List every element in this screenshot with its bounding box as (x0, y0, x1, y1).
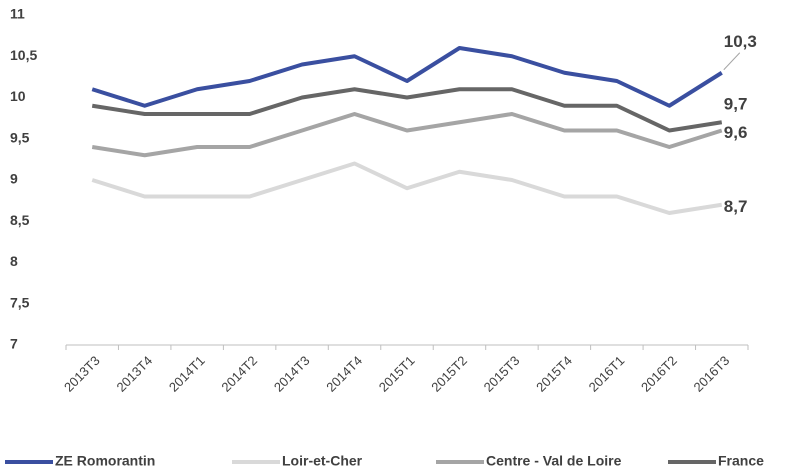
y-tick-label: 8 (10, 253, 18, 269)
data-label: 9,7 (724, 95, 748, 114)
leader-line (723, 52, 741, 71)
line-series (91, 161, 723, 215)
x-tick-label: 2016T2 (638, 353, 680, 395)
y-tick-label: 7,5 (10, 294, 30, 310)
x-tick-label: 2014T4 (323, 353, 365, 395)
x-tick-label: 2013T4 (113, 353, 155, 395)
y-tick-label: 9 (10, 171, 18, 187)
y-tick-label: 10,5 (10, 47, 37, 63)
x-tick-label: 2015T3 (481, 353, 523, 395)
data-label: 8,7 (724, 197, 748, 216)
x-tick-label: 2015T2 (428, 353, 470, 395)
x-tick-label: 2016T3 (691, 353, 733, 395)
legend-label: Loir-et-Cher (282, 453, 363, 469)
legend-label: ZE Romorantin (55, 453, 155, 469)
y-tick-label: 11 (10, 6, 25, 22)
line-series (91, 46, 723, 108)
y-tick-label: 8,5 (10, 212, 30, 228)
x-tick-label: 2013T3 (61, 353, 103, 395)
x-tick-label: 2015T1 (376, 353, 418, 395)
data-label: 9,6 (724, 123, 748, 142)
x-tick-label: 2015T4 (533, 353, 575, 395)
y-tick-label: 10 (10, 88, 26, 104)
y-tick-label: 9,5 (10, 129, 30, 145)
legend-label: Centre - Val de Loire (486, 453, 622, 469)
line-series (91, 87, 723, 133)
x-tick-label: 2014T2 (218, 353, 260, 395)
data-label: 10,3 (724, 32, 757, 51)
x-tick-label: 2016T1 (586, 353, 628, 395)
x-tick-label: 2014T3 (271, 353, 313, 395)
line-series (91, 112, 723, 158)
x-tick-label: 2014T1 (166, 353, 208, 395)
legend-label: France (718, 453, 764, 469)
y-tick-label: 7 (10, 336, 18, 352)
